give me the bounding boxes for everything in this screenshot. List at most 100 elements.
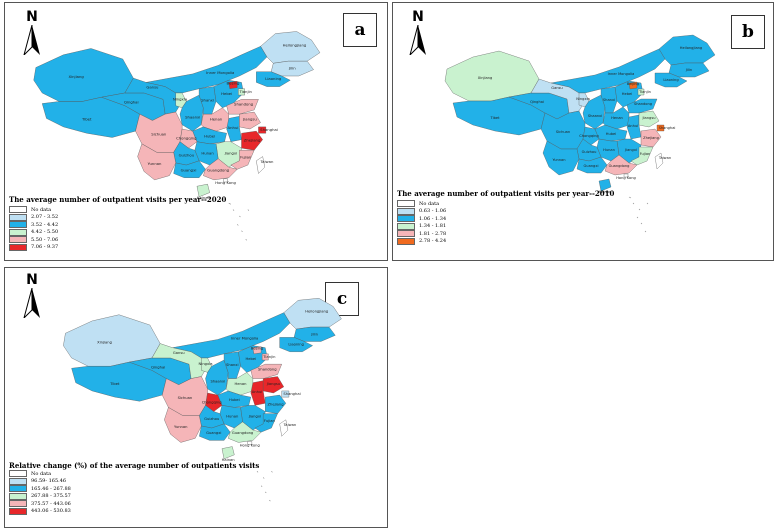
province-label: Yunnan bbox=[148, 161, 162, 166]
province-label: Henan bbox=[235, 382, 248, 386]
province-label: Shaanxi bbox=[210, 380, 225, 384]
province-chongqing bbox=[582, 126, 600, 146]
province-yunnan bbox=[542, 140, 580, 176]
province-beijing bbox=[252, 346, 262, 355]
legend-label: 2.78 - 4.24 bbox=[419, 238, 447, 245]
legend-label: 4.42 - 5.50 bbox=[31, 229, 59, 236]
province-label: Anhui bbox=[628, 124, 638, 128]
north-label: N bbox=[412, 9, 424, 25]
province-label: Hebei bbox=[622, 92, 632, 96]
province-liaoning bbox=[256, 71, 291, 87]
province-label: Hainan bbox=[197, 195, 211, 200]
map-panel-a: N a Heilongjiang Jilin Liaoning Inner Mongo… bbox=[4, 2, 388, 261]
panel-label: c bbox=[325, 282, 359, 316]
map-title: The average number of outpatient visits … bbox=[397, 189, 615, 198]
legend-swatch bbox=[9, 221, 27, 229]
province-label: Ningxia bbox=[173, 96, 187, 101]
legend-label: 3.52 - 4.42 bbox=[31, 221, 59, 228]
legend-label: 165.46 - 267.88 bbox=[31, 485, 71, 492]
province-label: Guangxi bbox=[584, 164, 599, 168]
province-hong-kong bbox=[247, 441, 253, 445]
province-label: Xinjiang bbox=[97, 341, 112, 345]
legend-label: No data bbox=[31, 470, 52, 477]
province-label: Inner Mongolia bbox=[206, 70, 234, 75]
legend-label: 7.06 - 9.37 bbox=[31, 244, 59, 251]
province-label: Chongqing bbox=[579, 134, 598, 138]
province-label: Hainan bbox=[222, 458, 236, 462]
province-label: Beijing bbox=[251, 347, 264, 351]
legend-label: 5.50 - 7.06 bbox=[31, 236, 59, 243]
province-tianjin bbox=[261, 353, 269, 361]
legend-item: 165.46 - 267.88 bbox=[9, 485, 71, 493]
province-label: Shandong bbox=[634, 102, 652, 106]
north-arrow-icon: N bbox=[19, 9, 45, 55]
province-label: Guangxi bbox=[206, 431, 221, 435]
panel-label: a bbox=[343, 13, 377, 47]
legend-label: No data bbox=[419, 200, 440, 207]
province-zhejiang bbox=[640, 128, 662, 148]
province-beijing bbox=[228, 81, 238, 89]
legend-swatch bbox=[9, 470, 27, 478]
province-label: Jilin bbox=[310, 332, 318, 336]
province-label: Ningxia bbox=[199, 362, 213, 366]
province-hong-kong bbox=[223, 178, 228, 183]
north-label: N bbox=[26, 272, 38, 288]
legend-item: 1.06 - 1.34 bbox=[397, 215, 446, 223]
province-label: Gansu bbox=[551, 86, 562, 90]
province-fujian bbox=[630, 146, 654, 166]
map-legend: No data 0.63 - 1.06 1.06 - 1.34 1.34 - 1.81… bbox=[397, 200, 446, 245]
province-shanghai bbox=[281, 390, 290, 398]
province-zhejiang bbox=[241, 130, 263, 151]
province-label: Tianjin bbox=[638, 90, 651, 94]
province-label: Sichuan bbox=[151, 131, 167, 136]
province-heilongjiang bbox=[658, 34, 716, 66]
province-label: Shaanxi bbox=[588, 114, 602, 118]
province-hainan bbox=[196, 183, 210, 198]
province-taiwan bbox=[256, 156, 266, 174]
province-label: Liaoning bbox=[288, 343, 304, 347]
legend-swatch bbox=[9, 485, 27, 493]
legend-label: 443.06 - 530.83 bbox=[31, 508, 71, 515]
province-tianjin bbox=[238, 88, 245, 96]
south-sea-islands bbox=[252, 464, 273, 502]
province-zhejiang bbox=[265, 394, 287, 414]
legend-label: No data bbox=[31, 206, 52, 213]
province-label: Xinjiang bbox=[478, 76, 493, 80]
province-fujian bbox=[230, 150, 255, 170]
province-label: Jiangsu bbox=[642, 116, 656, 120]
legend-swatch bbox=[9, 477, 27, 485]
province-inner-mongolia bbox=[172, 312, 291, 359]
legend-swatch bbox=[9, 492, 27, 500]
china-choropleth-map: Heilongjiang Jilin Liaoning Inner Mongolia X… bbox=[444, 34, 716, 233]
province-label: Hunan bbox=[201, 150, 214, 155]
province-label: Inner Mongolia bbox=[231, 336, 258, 340]
province-shanghai bbox=[656, 124, 665, 132]
province-label: Heilongjiang bbox=[680, 46, 702, 50]
province-label: Xinjiang bbox=[68, 74, 84, 79]
province-label: Ningxia bbox=[576, 97, 590, 101]
province-label: Guizhou bbox=[179, 153, 195, 158]
legend-swatch bbox=[9, 228, 27, 236]
legend-swatch bbox=[9, 507, 27, 515]
legend-label: 96.59- 165.46 bbox=[31, 478, 67, 485]
map-title: The average number of outpatient visits … bbox=[9, 195, 227, 204]
legend-label: 1.06 - 1.34 bbox=[419, 215, 447, 222]
map-legend: No data 2.07 - 3.52 3.52 - 4.42 4.42 - 5.50… bbox=[9, 206, 58, 251]
province-label: Tibet bbox=[109, 382, 120, 386]
legend-swatch bbox=[397, 200, 415, 208]
legend-item: 0.63 - 1.06 bbox=[397, 207, 446, 216]
panel-label: b bbox=[731, 15, 765, 49]
legend-swatch bbox=[9, 236, 27, 244]
province-label: Tibet bbox=[81, 117, 92, 122]
province-label: Sichuan bbox=[556, 130, 570, 134]
province-label: Liaoning bbox=[265, 76, 282, 81]
legend-swatch bbox=[397, 222, 415, 230]
map-legend: No data 96.59- 165.46 165.46 - 267.88 267.8… bbox=[9, 470, 71, 515]
province-hainan bbox=[598, 178, 612, 192]
map-title: Relative change (%) of the average numbe… bbox=[9, 461, 260, 470]
province-label: Hubei bbox=[229, 398, 240, 402]
province-taiwan bbox=[279, 419, 289, 437]
province-label: Tianjin bbox=[238, 89, 252, 94]
province-label: Shanghai bbox=[659, 126, 676, 130]
province-label: Jiangsu bbox=[266, 382, 280, 386]
